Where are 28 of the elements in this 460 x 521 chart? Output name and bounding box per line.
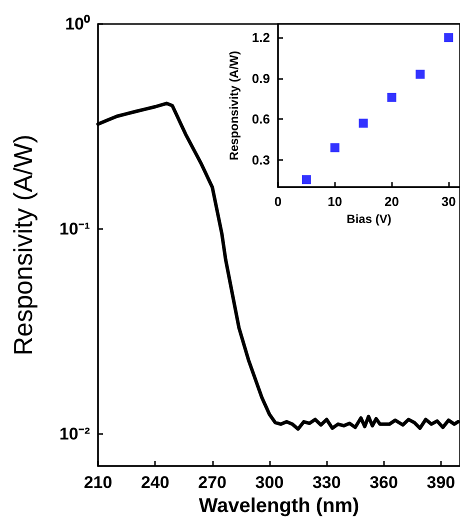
x-tick-label: 20 xyxy=(384,194,399,210)
x-tick-label: 270 xyxy=(198,473,227,492)
point xyxy=(444,33,454,42)
x-tick-label: 210 xyxy=(84,473,112,492)
point xyxy=(330,143,340,152)
x-tick-label: 360 xyxy=(370,473,398,492)
x-axis-title: Bias (V) xyxy=(346,212,392,226)
point xyxy=(387,92,396,102)
y-tick-label: 10⁻² xyxy=(59,424,90,444)
y-tick-label: 0.9 xyxy=(252,70,270,86)
y-axis-title: Responsivity (A/W) xyxy=(8,134,38,356)
x-tick-label: 0 xyxy=(274,194,282,210)
point xyxy=(358,118,368,128)
x-tick-label: 330 xyxy=(312,473,341,492)
x-tick-label: 390 xyxy=(426,473,456,492)
y-tick-label: 0.3 xyxy=(252,152,270,168)
x-axis-title: Wavelength (nm) xyxy=(198,494,360,517)
y-tick-label: 10⁰ xyxy=(65,14,90,34)
x-tick-label: 30 xyxy=(441,194,456,210)
y-tick-label: 1.2 xyxy=(252,30,270,46)
y-tick-label: 10⁻¹ xyxy=(59,220,90,239)
x-tick-label: 300 xyxy=(255,473,284,492)
x-tick-label: 10 xyxy=(328,194,342,210)
point xyxy=(416,70,425,79)
y-axis-title: Responsivity (A/W) xyxy=(227,50,241,160)
x-tick-label: 240 xyxy=(140,473,170,492)
point xyxy=(302,175,311,184)
y-tick-label: 0.6 xyxy=(252,112,270,127)
